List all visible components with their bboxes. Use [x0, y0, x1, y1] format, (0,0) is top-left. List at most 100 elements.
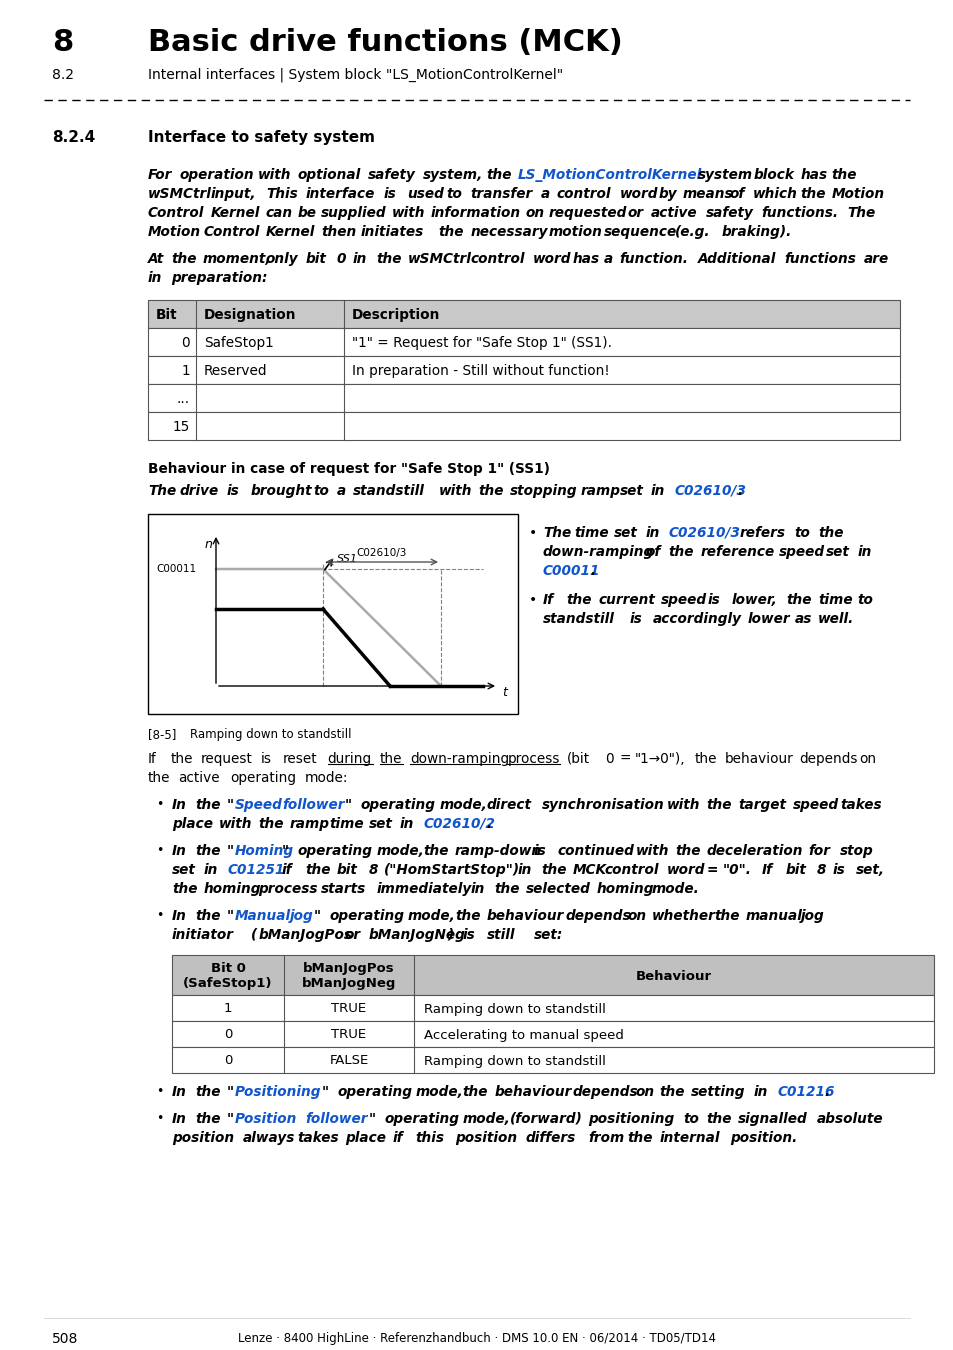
Text: Kernel: Kernel	[266, 225, 314, 239]
Text: bit: bit	[336, 863, 357, 878]
Text: If: If	[760, 863, 772, 878]
Text: the: the	[423, 844, 449, 859]
Text: the: the	[706, 798, 731, 811]
Text: Additional: Additional	[698, 252, 776, 266]
Text: SS1: SS1	[336, 554, 357, 564]
Text: 508: 508	[52, 1332, 78, 1346]
Text: .: .	[590, 564, 595, 578]
Text: bit: bit	[305, 252, 326, 266]
Text: the: the	[494, 882, 519, 896]
Text: Motion: Motion	[831, 188, 884, 201]
Text: target: target	[738, 798, 785, 811]
Text: or: or	[345, 927, 360, 942]
Text: In: In	[172, 1085, 187, 1099]
Text: the: the	[800, 188, 825, 201]
Text: mode,: mode,	[376, 844, 424, 859]
Text: active: active	[650, 207, 697, 220]
Text: the: the	[818, 526, 842, 540]
Text: MCK: MCK	[573, 863, 606, 878]
Text: is: is	[707, 593, 720, 608]
Text: information: information	[431, 207, 520, 220]
Text: .: .	[737, 485, 741, 498]
Text: •: •	[156, 844, 163, 857]
Text: The: The	[148, 485, 176, 498]
Text: with: with	[635, 844, 669, 859]
Text: absolute: absolute	[816, 1112, 882, 1126]
Text: stop: stop	[840, 844, 873, 859]
Text: down-ramping: down-ramping	[410, 752, 509, 765]
Text: Control: Control	[203, 225, 259, 239]
Text: wSMCtrl: wSMCtrl	[407, 252, 471, 266]
Text: (forward): (forward)	[510, 1112, 582, 1126]
Text: mode.: mode.	[651, 882, 699, 896]
Text: in: in	[352, 252, 366, 266]
Text: For: For	[148, 167, 172, 182]
Text: speed: speed	[660, 593, 706, 608]
Text: 15: 15	[172, 420, 190, 433]
Text: Internal interfaces | System block "LS_MotionControlKernel": Internal interfaces | System block "LS_M…	[148, 68, 562, 82]
Text: Motion: Motion	[148, 225, 201, 239]
Text: speed: speed	[778, 545, 824, 559]
Text: 8.2: 8.2	[52, 68, 74, 82]
Text: operating: operating	[336, 1085, 412, 1099]
Text: is: is	[533, 844, 546, 859]
Text: on: on	[635, 1085, 654, 1099]
Text: n: n	[204, 539, 212, 551]
Text: •: •	[156, 1112, 163, 1125]
Bar	[172, 1021, 933, 1048]
Text: the: the	[627, 1131, 653, 1145]
Text: is: is	[629, 612, 641, 626]
Text: 1: 1	[181, 364, 190, 378]
Text: has: has	[572, 252, 598, 266]
Text: ": "	[227, 844, 233, 859]
Text: of: of	[729, 188, 744, 201]
Text: means: means	[681, 188, 732, 201]
Text: bit: bit	[784, 863, 805, 878]
Text: (e.g.: (e.g.	[674, 225, 709, 239]
Bar	[172, 995, 933, 1021]
Text: set: set	[368, 817, 392, 832]
Text: in: in	[399, 817, 414, 832]
Text: .: .	[823, 1085, 829, 1099]
Text: ramp-down: ramp-down	[455, 844, 541, 859]
Text: operating: operating	[230, 771, 296, 784]
Text: braking).: braking).	[721, 225, 791, 239]
Text: homing: homing	[203, 882, 261, 896]
Text: differs: differs	[525, 1131, 576, 1145]
Text: stopping: stopping	[509, 485, 577, 498]
Text: ": "	[227, 798, 233, 811]
Text: operating: operating	[360, 798, 436, 811]
Text: set,: set,	[855, 863, 884, 878]
Text: the: the	[258, 817, 284, 832]
Text: active: active	[178, 771, 219, 784]
Text: operation: operation	[179, 167, 253, 182]
Text: "1→0"),: "1→0"),	[634, 752, 684, 765]
Text: C02610/3: C02610/3	[668, 526, 740, 540]
Text: C02610/2: C02610/2	[423, 817, 495, 832]
Text: process: process	[507, 752, 559, 765]
Text: with: with	[438, 485, 472, 498]
Text: immediately: immediately	[376, 882, 471, 896]
Text: is: is	[831, 863, 844, 878]
Text: interface: interface	[305, 188, 375, 201]
Text: 1: 1	[224, 1003, 232, 1015]
Bar	[148, 328, 899, 356]
Text: requested: requested	[548, 207, 627, 220]
Text: the: the	[485, 167, 511, 182]
Text: or: or	[627, 207, 643, 220]
Text: the: the	[831, 167, 857, 182]
Text: •: •	[156, 798, 163, 811]
Text: ...: ...	[176, 392, 190, 406]
Text: always: always	[242, 1131, 294, 1145]
Text: the: the	[172, 252, 197, 266]
Text: the: the	[195, 1112, 221, 1126]
Text: jog: jog	[800, 909, 823, 923]
Text: down-ramping: down-ramping	[542, 545, 654, 559]
Text: ("HomStartStop"): ("HomStartStop")	[384, 863, 519, 878]
Text: In preparation - Still without function!: In preparation - Still without function!	[352, 364, 609, 378]
Text: system,: system,	[423, 167, 483, 182]
Text: 0: 0	[224, 1054, 232, 1068]
Text: depends: depends	[564, 909, 630, 923]
Text: word: word	[533, 252, 571, 266]
Bar	[148, 356, 899, 383]
